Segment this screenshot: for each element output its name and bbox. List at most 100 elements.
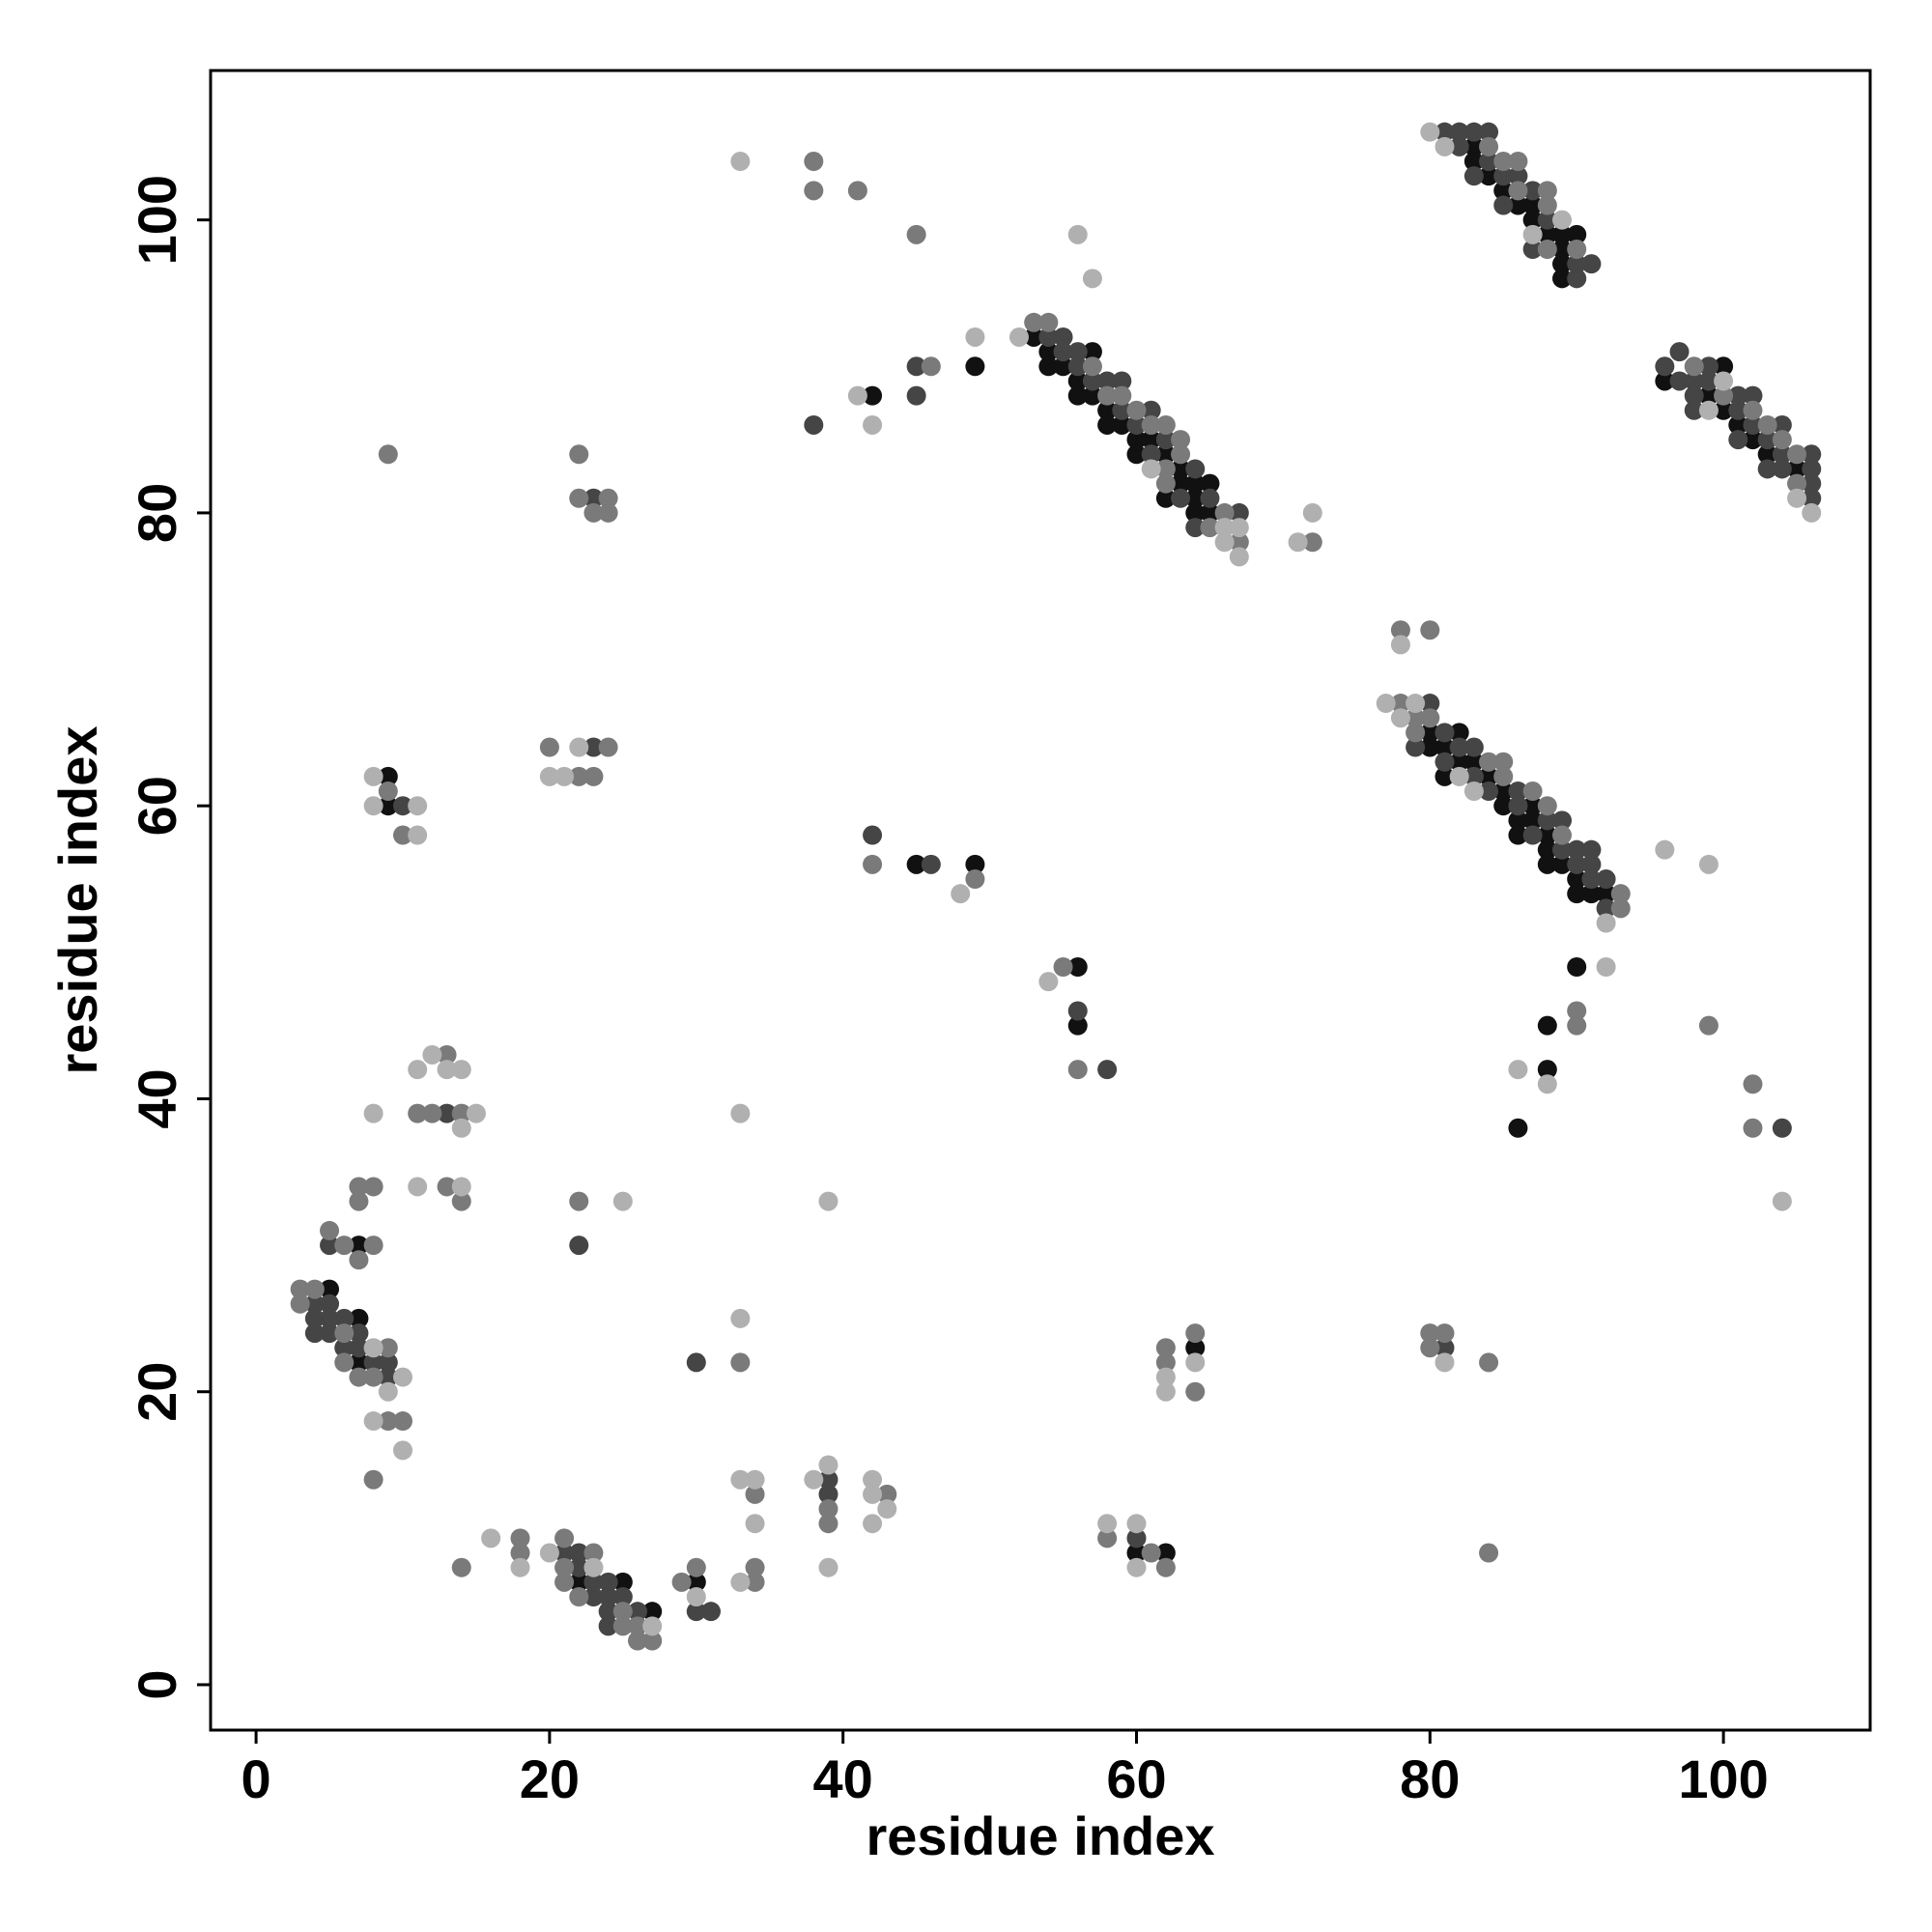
contact-point <box>363 1103 384 1123</box>
contact-point <box>1435 737 1455 757</box>
contact-point <box>1435 723 1455 743</box>
contact-point <box>612 1587 633 1607</box>
contact-point <box>583 1587 604 1607</box>
contact-point <box>818 1499 838 1520</box>
contact-point <box>1684 356 1704 377</box>
contact-point <box>863 1514 883 1534</box>
contact-point <box>1493 752 1514 772</box>
contact-point <box>1067 224 1088 244</box>
contact-point <box>1449 122 1469 142</box>
contact-point <box>1757 459 1777 479</box>
contact-point <box>320 1220 340 1240</box>
contact-point <box>1082 385 1102 406</box>
contact-point <box>965 854 985 874</box>
contact-point <box>1435 122 1455 142</box>
contact-point <box>1038 327 1059 347</box>
contact-point <box>1757 444 1777 465</box>
contact-point <box>1126 414 1147 435</box>
contact-point <box>1581 839 1602 860</box>
contact-point <box>1581 854 1602 874</box>
contact-point <box>1552 224 1573 244</box>
contact-point <box>1581 884 1602 904</box>
contact-point <box>598 488 618 508</box>
contact-point <box>1567 269 1587 289</box>
contact-point <box>334 1236 355 1256</box>
contact-point <box>1171 430 1191 450</box>
contact-point <box>1537 854 1557 874</box>
contact-point <box>320 1308 340 1328</box>
contact-point <box>510 1543 530 1563</box>
contact-point <box>1067 356 1088 377</box>
contact-point <box>745 1572 765 1592</box>
contact-point <box>1185 518 1206 538</box>
contact-point <box>628 1616 648 1636</box>
contact-point <box>320 1279 340 1299</box>
contact-point <box>686 1557 706 1577</box>
contact-point <box>1171 488 1191 508</box>
contact-point <box>612 1572 633 1592</box>
contact-point <box>1728 400 1748 420</box>
contact-point <box>1420 1338 1440 1358</box>
contact-point <box>863 385 883 406</box>
contact-point <box>598 1572 618 1592</box>
contact-point <box>481 1528 501 1548</box>
contact-point <box>1537 839 1557 860</box>
contact-point <box>1420 694 1440 714</box>
contact-point <box>1038 312 1059 332</box>
y-tick-label: 0 <box>127 1669 187 1699</box>
contact-point <box>1479 781 1499 802</box>
contact-point <box>1743 414 1763 435</box>
contact-point <box>349 1367 369 1387</box>
contact-point <box>1038 356 1059 377</box>
contact-point <box>1097 371 1118 391</box>
contact-point <box>1493 181 1514 201</box>
contact-point <box>730 152 751 172</box>
contact-point <box>1185 459 1206 479</box>
contact-point <box>1596 956 1616 977</box>
contact-point <box>304 1293 325 1314</box>
contact-point <box>1787 488 1807 508</box>
contact-point <box>1082 371 1102 391</box>
contact-point <box>1420 620 1440 640</box>
x-tick-label: 60 <box>1106 1748 1166 1809</box>
contact-point <box>1522 195 1543 215</box>
contact-point <box>1214 502 1235 523</box>
contact-point <box>1097 400 1118 420</box>
contact-point <box>349 1250 369 1270</box>
contact-point <box>628 1631 648 1651</box>
contact-point <box>1581 254 1602 274</box>
contact-point <box>1112 385 1132 406</box>
contact-point <box>363 1352 384 1373</box>
contact-point <box>745 1469 765 1490</box>
contact-point <box>818 1455 838 1475</box>
contact-point <box>612 1191 633 1211</box>
contact-point <box>334 1338 355 1358</box>
x-tick-label: 80 <box>1400 1748 1460 1809</box>
contact-point <box>1714 385 1734 406</box>
contact-point <box>1435 1338 1455 1358</box>
contact-point <box>1537 181 1557 201</box>
contact-point <box>1596 869 1616 890</box>
contact-point <box>1698 371 1719 391</box>
contact-point <box>539 1543 559 1563</box>
contact-point <box>1200 488 1220 508</box>
contact-point <box>1082 269 1102 289</box>
contact-point <box>1390 694 1410 714</box>
contact-point <box>422 1044 442 1065</box>
contact-point <box>1522 781 1543 802</box>
contact-point <box>1200 502 1220 523</box>
contact-point <box>1493 152 1514 172</box>
contact-point <box>1684 400 1704 420</box>
contact-point <box>1772 444 1792 465</box>
contact-point <box>730 1103 751 1123</box>
contact-point <box>1082 356 1102 377</box>
contact-point <box>1787 459 1807 479</box>
contact-point <box>290 1293 310 1314</box>
contact-point <box>1024 327 1044 347</box>
contact-point <box>877 1484 897 1504</box>
contact-point <box>906 356 926 377</box>
contact-point <box>642 1631 663 1651</box>
contact-point <box>1024 312 1044 332</box>
contact-point <box>1669 342 1690 362</box>
